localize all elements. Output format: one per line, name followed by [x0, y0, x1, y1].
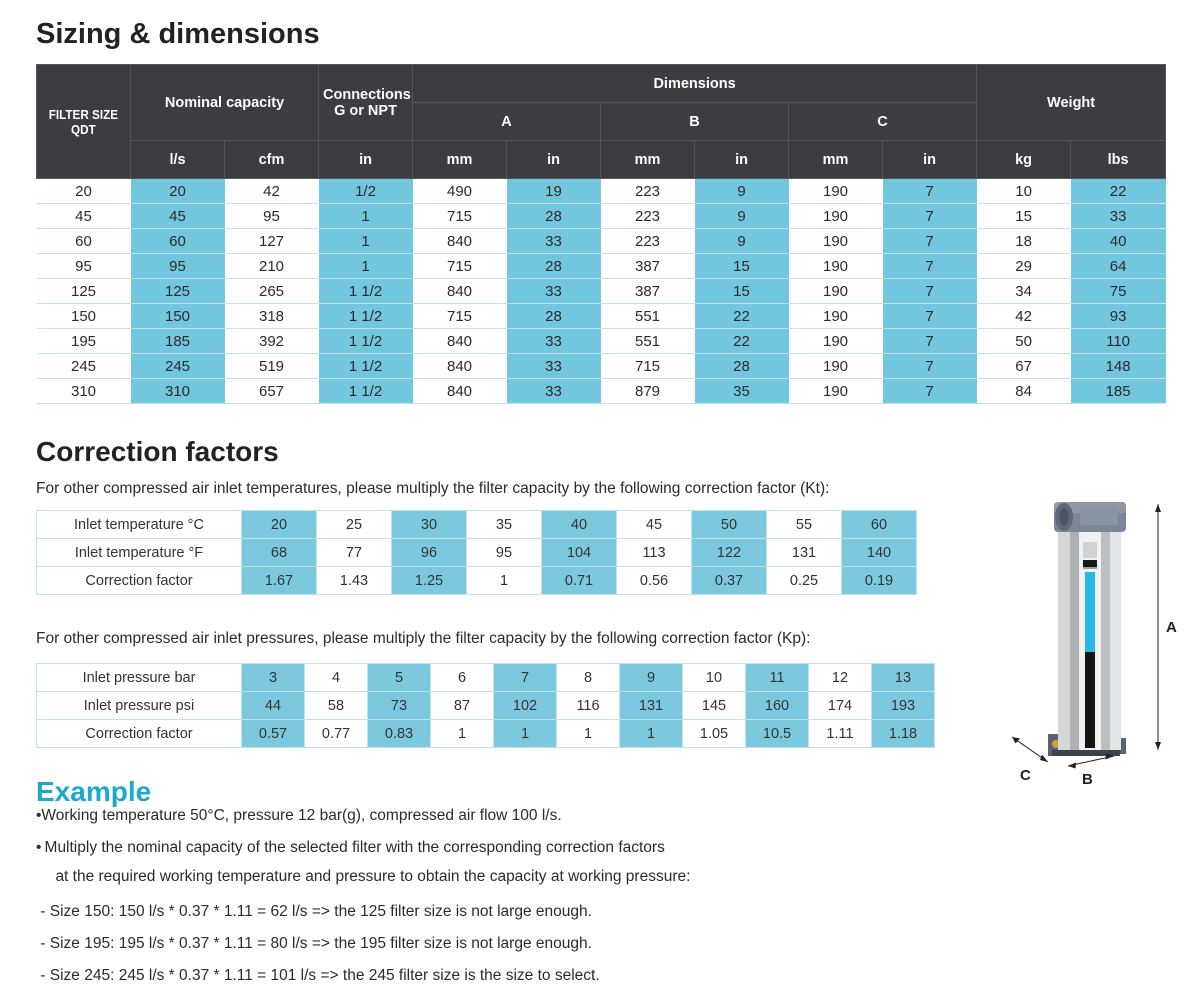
svg-text:B: B	[1082, 771, 1093, 784]
svg-text:A: A	[1166, 619, 1177, 636]
svg-text:C: C	[1020, 767, 1031, 784]
